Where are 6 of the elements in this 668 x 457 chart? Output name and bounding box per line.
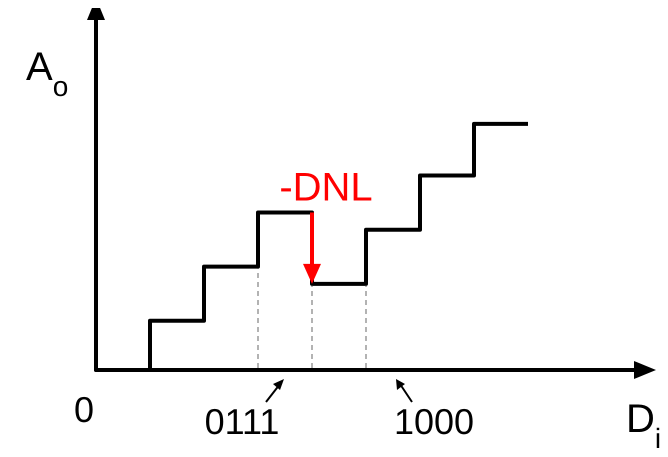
text: 0 — [74, 389, 94, 430]
x-axis-title: D$_{i}$ — [626, 397, 662, 454]
annotation: -DNL — [279, 165, 373, 210]
text: 1000 — [394, 401, 474, 442]
y-axis-title: A$_{o}$ — [26, 45, 68, 102]
text: 0111 — [204, 401, 280, 442]
